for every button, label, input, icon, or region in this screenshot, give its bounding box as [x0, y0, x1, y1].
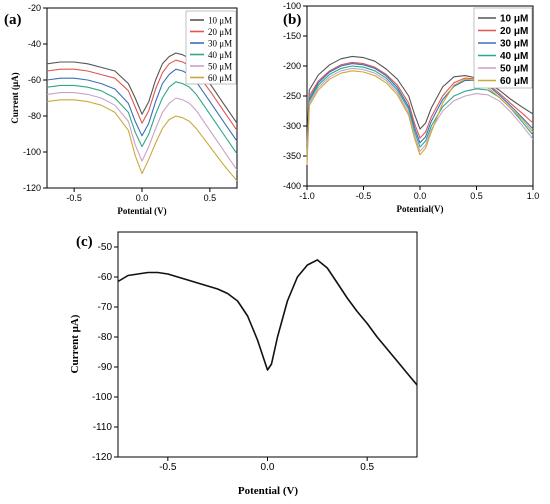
panel-c-label: (c) [76, 234, 93, 250]
legend-label: 30 μM [208, 39, 232, 49]
series-line-4 [306, 65, 534, 160]
y-tick-label: -20 [28, 3, 41, 13]
legend-label: 20 μM [500, 26, 528, 37]
legend-label: 10 μM [500, 14, 528, 25]
y-tick-label: -100 [23, 147, 41, 157]
panel-c-x-label: Potential (V) [238, 485, 299, 497]
x-tick-label: 0.0 [261, 462, 275, 473]
panel-c-frame [117, 231, 418, 458]
y-tick-label: -40 [28, 39, 41, 49]
x-tick-label: 0.0 [414, 191, 427, 201]
series-line-6 [46, 99, 238, 182]
y-tick-label: -80 [98, 332, 113, 343]
y-tick-label: -60 [98, 272, 113, 283]
x-tick-label: -0.5 [356, 191, 372, 201]
y-tick-label: -60 [28, 75, 41, 85]
y-tick-label: -90 [98, 362, 113, 373]
panel-a-y-label: Current (μA) [10, 72, 20, 123]
panel-b: (b) -1.0 -0.5 0.0 0.5 1.0 -400 -350 -300 -250 -2… [283, 1, 539, 214]
x-tick-label: 0.5 [360, 462, 374, 473]
panel-b-y-ticks: -400 -350 -300 -250 -200 -150 -100 [283, 1, 307, 191]
panel-c-y-ticks: -120 -110 -100 -90 -80 -70 -60 -50 [92, 242, 118, 463]
series-line-5 [306, 67, 534, 163]
panel-b-label: (b) [283, 12, 301, 28]
legend-label: 60 μM [208, 73, 232, 83]
y-tick-label: -400 [283, 181, 301, 191]
panel-c-x-ticks: -0.5 0.0 0.5 [159, 457, 375, 473]
x-tick-label: -1.0 [299, 191, 315, 201]
series-line-5 [46, 92, 238, 171]
legend-label: 40 μM [500, 51, 528, 62]
y-tick-label: -300 [283, 121, 301, 131]
x-tick-label: -0.5 [66, 193, 82, 203]
legend-label: 10 μM [208, 16, 232, 26]
y-tick-label: -100 [92, 392, 112, 403]
y-tick-label: -100 [283, 1, 301, 11]
x-tick-label: 0.5 [470, 191, 483, 201]
legend-label: 50 μM [500, 64, 528, 75]
x-tick-label: 0.5 [204, 193, 217, 203]
y-tick-label: -250 [283, 91, 301, 101]
panel-a-x-ticks: -0.5 0.0 0.5 [66, 188, 216, 203]
series-line-1 [117, 259, 418, 386]
panel-c: (c) -0.5 0.0 0.5 -120-110-100-90-80-70-60-… [69, 231, 418, 497]
panel-a: (a) -0.5 0.0 0.5 -120 -100 -80 -60 -40 -20 10 μ… [4, 3, 238, 216]
panel-a-legend-box [185, 10, 237, 85]
y-tick-label: -80 [28, 111, 41, 121]
legend-label: 30 μM [500, 39, 528, 50]
y-tick-label: -350 [283, 151, 301, 161]
panel-b-x-label: Potential(V) [397, 204, 444, 214]
x-tick-label: 0.0 [136, 193, 149, 203]
panel-b-x-ticks: -1.0 -0.5 0.0 0.5 1.0 [299, 186, 539, 201]
panel-b-legend-box [473, 7, 533, 89]
y-tick-label: -50 [98, 242, 113, 253]
y-tick-label: -120 [23, 183, 41, 193]
panel-c-series [117, 259, 418, 386]
legend-label: 50 μM [208, 62, 232, 72]
panel-a-y-ticks: -120 -100 -80 -60 -40 -20 [23, 3, 47, 193]
panel-a-label: (a) [4, 12, 22, 28]
series-line-4 [46, 81, 238, 155]
x-tick-label: 1.0 [527, 191, 540, 201]
legend-label: 60 μM [500, 76, 528, 87]
y-tick-label: -150 [283, 31, 301, 41]
legend-label: 20 μM [208, 27, 232, 37]
y-tick-label: -200 [283, 61, 301, 71]
legend-label: 40 μM [208, 50, 232, 60]
y-tick-label: -120 [92, 452, 112, 463]
y-tick-label: -110 [93, 422, 113, 433]
y-tick-label: -70 [98, 302, 113, 313]
series-line-6 [306, 70, 534, 166]
panel-c-y-label: Current μA) [69, 314, 81, 373]
panel-a-x-label: Potential (V) [117, 206, 166, 216]
x-tick-label: -0.5 [159, 462, 177, 473]
